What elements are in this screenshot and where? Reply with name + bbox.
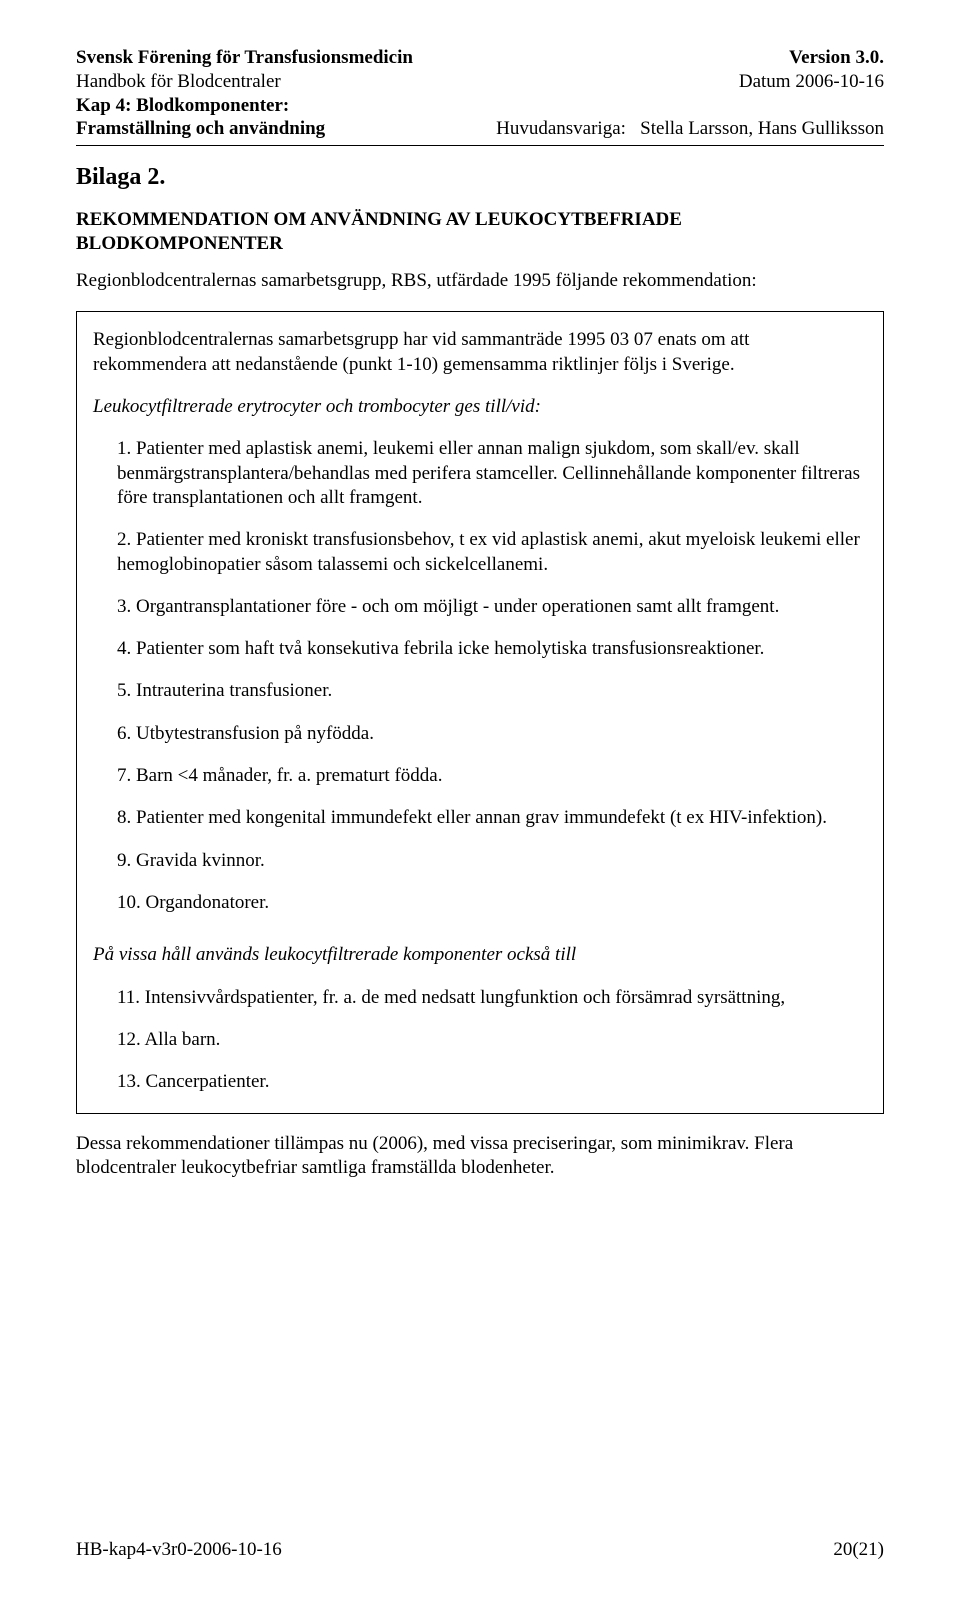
numbered-list-main: 1. Patienter med aplastisk anemi, leukem… xyxy=(93,437,867,915)
box-lead: Leukocytfiltrerade erytrocyter och tromb… xyxy=(93,395,867,419)
handbook-name: Handbok för Blodcentraler xyxy=(76,70,281,94)
document-date: Datum 2006-10-16 xyxy=(739,70,884,94)
recommendation-heading-line1: REKOMMENDATION OM ANVÄNDNING AV LEUKOCYT… xyxy=(76,209,884,231)
list-item: 1. Patienter med aplastisk anemi, leukem… xyxy=(117,437,867,510)
header-divider xyxy=(76,145,884,146)
document-header: Svensk Förening för Transfusionsmedicin … xyxy=(76,46,884,141)
list-item: 10. Organdonatorer. xyxy=(117,891,867,915)
org-name: Svensk Förening för Transfusionsmedicin xyxy=(76,46,413,70)
responsible-names: Stella Larsson, Hans Gulliksson xyxy=(640,118,884,139)
page-title: Bilaga 2. xyxy=(76,164,884,191)
version: Version 3.0. xyxy=(789,46,884,70)
footer-left: HB-kap4-v3r0-2006-10-16 xyxy=(76,1539,282,1561)
responsible-label: Huvudansvariga: xyxy=(496,118,626,139)
chapter: Kap 4: Blodkomponenter: xyxy=(76,94,289,118)
recommendation-box: Regionblodcentralernas samarbetsgrupp ha… xyxy=(76,311,884,1113)
list-item: 2. Patienter med kroniskt transfusionsbe… xyxy=(117,528,867,577)
closing-paragraph: Dessa rekommendationer tillämpas nu (200… xyxy=(76,1132,884,1181)
intro-paragraph: Regionblodcentralernas samarbetsgrupp, R… xyxy=(76,269,884,293)
list-item: 3. Organtransplantationer före - och om … xyxy=(117,595,867,619)
list-item: 4. Patienter som haft två konsekutiva fe… xyxy=(117,637,867,661)
list-item: 11. Intensivvårdspatienter, fr. a. de me… xyxy=(117,986,867,1010)
box-preamble: Regionblodcentralernas samarbetsgrupp ha… xyxy=(93,328,867,377)
list-item: 7. Barn <4 månader, fr. a. prematurt föd… xyxy=(117,764,867,788)
subject: Framställning och användning xyxy=(76,117,325,141)
list-item: 6. Utbytestransfusion på nyfödda. xyxy=(117,722,867,746)
footer-right: 20(21) xyxy=(833,1539,884,1561)
box-also-lead: På vissa håll används leukocytfiltrerade… xyxy=(93,943,867,967)
list-item: 13. Cancerpatienter. xyxy=(117,1070,867,1094)
page-footer: HB-kap4-v3r0-2006-10-16 20(21) xyxy=(76,1539,884,1561)
page: Svensk Förening för Transfusionsmedicin … xyxy=(0,0,960,1597)
recommendation-heading-line2: BLODKOMPONENTER xyxy=(76,233,884,255)
list-item: 9. Gravida kvinnor. xyxy=(117,849,867,873)
numbered-list-also: 11. Intensivvårdspatienter, fr. a. de me… xyxy=(93,986,867,1095)
list-item: 12. Alla barn. xyxy=(117,1028,867,1052)
responsible: Huvudansvariga: Stella Larsson, Hans Gul… xyxy=(496,117,884,141)
list-item: 5. Intrauterina transfusioner. xyxy=(117,679,867,703)
list-item: 8. Patienter med kongenital immundefekt … xyxy=(117,806,867,830)
